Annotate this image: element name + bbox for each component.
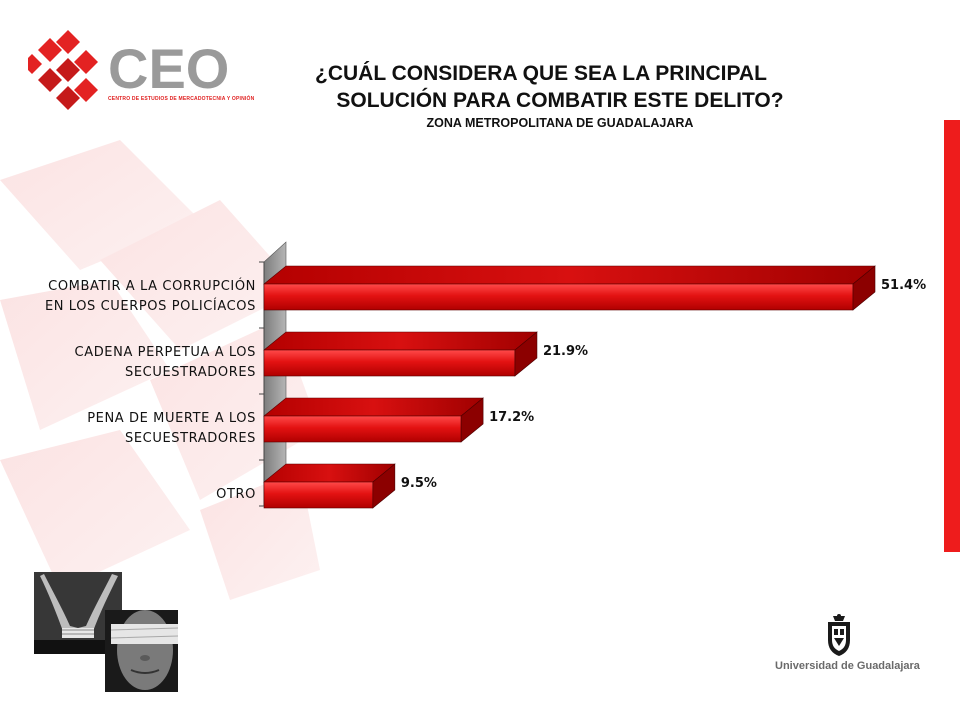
title-line-1: ¿CUÁL CONSIDERA QUE SEA LA PRINCIPAL (315, 62, 767, 85)
logo-tagline: CENTRO DE ESTUDIOS DE MERCADOTECNIA Y OP… (108, 96, 255, 102)
slide-title: ¿CUÁL CONSIDERA QUE SEA LA PRINCIPAL SOL… (300, 60, 820, 130)
bar-end-face (852, 265, 876, 311)
category-label: PENA DE MUERTE A LOS SECUESTRADORES (6, 409, 256, 449)
category-label-line: OTRO (216, 487, 256, 502)
category-label-line: SECUESTRADORES (124, 365, 256, 380)
bar (263, 349, 516, 377)
bar (263, 481, 374, 509)
data-label: 9.5% (401, 476, 437, 491)
blindfolded-face-photo (105, 610, 178, 692)
category-label-line: CADENA PERPETUA A LOS (74, 345, 256, 360)
bar (263, 415, 462, 443)
data-label: 51.4% (881, 278, 926, 293)
bar-chart: 51.4% 21.9% 17.2% 9.5% COMBATIR A LA CORRUP… (0, 200, 960, 530)
bar-top-face (263, 463, 396, 483)
category-label-line: EN LOS CUERPOS POLICÍACOS (44, 299, 256, 314)
bar-top-face (263, 397, 484, 417)
bar (263, 283, 854, 311)
category-label-line: COMBATIR A LA CORRUPCIÓN (48, 279, 256, 294)
category-label: CADENA PERPETUA A LOS SECUESTRADORES (6, 343, 256, 383)
university-name: Universidad de Guadalajara (775, 660, 920, 672)
bar-top-face (263, 265, 876, 285)
ceo-logo: CEO (28, 30, 229, 110)
title-line-2: SOLUCIÓN PARA COMBATIR ESTE DELITO? (336, 89, 784, 112)
bar-end-face (514, 331, 538, 377)
category-label: COMBATIR A LA CORRUPCIÓN EN LOS CUERPOS P… (6, 277, 256, 317)
logo-wordmark: CEO (108, 37, 229, 100)
category-label: OTRO (6, 485, 256, 505)
category-label-line: SECUESTRADORES (124, 431, 256, 446)
accent-strip (944, 120, 960, 552)
data-label: 17.2% (489, 410, 534, 425)
category-label-line: PENA DE MUERTE A LOS (87, 411, 256, 426)
data-label: 21.9% (543, 344, 588, 359)
bar-top-face (263, 331, 538, 351)
bar-end-face (460, 397, 484, 443)
udg-crest-icon (828, 614, 850, 656)
bar-end-face (372, 463, 396, 509)
title-subtitle: ZONA METROPOLITANA DE GUADALAJARA (426, 116, 694, 130)
chart-plot: 51.4% 21.9% 17.2% 9.5% (259, 241, 926, 509)
logo-diamonds-icon (28, 30, 98, 110)
